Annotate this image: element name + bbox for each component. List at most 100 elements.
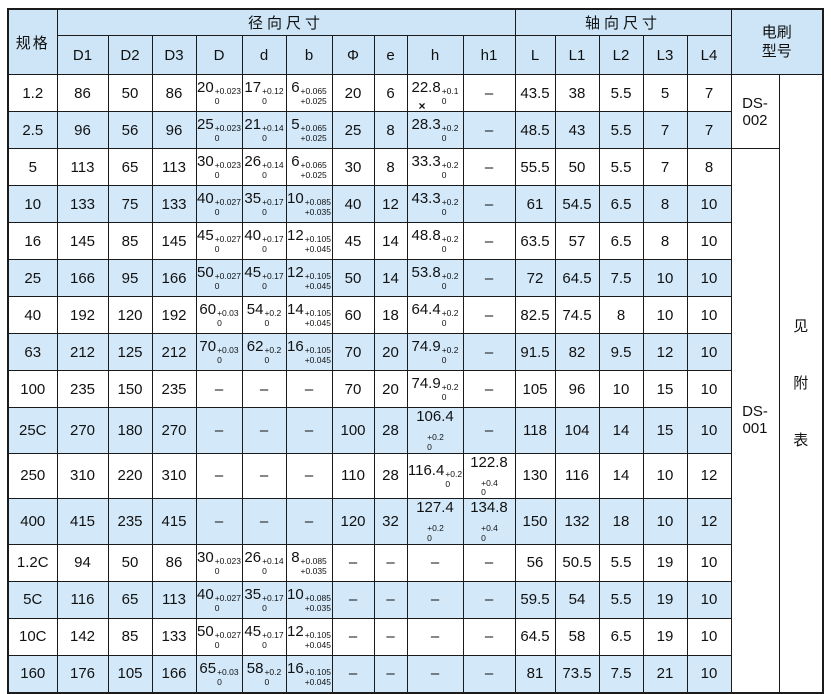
spec-cell: 40	[331, 185, 375, 223]
spec-cell: 30 +0.023 0	[195, 148, 243, 186]
spec-cell: 10	[686, 259, 732, 297]
spec-cell: 54	[554, 580, 600, 619]
spec-cell: –	[406, 580, 464, 619]
tolerance-stack: +0.027 0	[214, 234, 241, 255]
spec-cell: 54 +0.2 0	[241, 296, 287, 334]
tolerance-upper: +0.085	[300, 555, 327, 566]
spec-row-header: 5C	[7, 580, 58, 619]
spec-cell: 26 +0.14 0	[241, 148, 287, 186]
spec-cell: –	[285, 370, 333, 408]
tolerance-upper: +0.027	[214, 592, 241, 603]
group-header-0: 径向尺寸	[56, 8, 516, 36]
tolerance-upper: +0.17	[262, 592, 284, 603]
spec-cell: 53.8 +0.2 0	[406, 259, 464, 297]
table-row: 400 415 235 415– – –120 32 127.4 +0.2 0 134.8 +0.4 0…	[7, 498, 823, 545]
tolerance-stack: +0.027 0	[215, 630, 241, 651]
tolerance-lower: +0.045	[304, 676, 331, 687]
spec-row-header: 250	[7, 452, 58, 500]
spec-cell: 21	[642, 654, 688, 694]
spec-cell: 8	[598, 296, 644, 334]
spec-cell: 20 +0.023 0	[195, 74, 243, 112]
tolerance-lower: 0	[441, 133, 447, 143]
tolerance-stack: +0.105 +0.045	[304, 308, 331, 329]
spec-cell: 25 +0.023 0	[195, 111, 243, 149]
tolerance-stack: +0.023 0	[215, 86, 241, 107]
spec-cell: 105	[514, 370, 556, 408]
tolerance-stack: +0.2 0	[441, 123, 459, 144]
tolerance-lower: +0.035	[304, 207, 331, 217]
spec-cell: 45 +0.17 0	[241, 259, 287, 297]
spec-cell: 38	[554, 74, 600, 112]
dimension-value: 25	[197, 116, 214, 134]
spec-cell: 40 +0.027 0	[195, 580, 243, 619]
dimension-value: 26	[244, 548, 262, 566]
spec-cell: –	[462, 111, 516, 149]
tolerance-stack: +0.105 +0.045	[304, 345, 331, 366]
tolerance-lower: 0	[427, 441, 432, 452]
spec-cell: 10	[686, 580, 732, 619]
spec-cell: 74.5	[554, 296, 600, 334]
spec-cell: –	[406, 654, 464, 694]
spec-cell: –	[241, 407, 287, 454]
spec-cell: 96	[56, 111, 109, 149]
spec-cell: –	[462, 259, 516, 297]
dimension-value: 21	[244, 116, 262, 134]
spec-cell: 10 +0.085 +0.035	[285, 580, 333, 619]
spec-cell: 70 +0.03 0	[195, 333, 243, 371]
tolerance-upper: +0.2	[441, 123, 459, 134]
tolerance-stack: +0.12 0	[262, 86, 284, 107]
tolerance-lower: 0	[264, 355, 270, 365]
col-header-D1: D1	[56, 35, 109, 75]
tolerance-stack: +0.2 0	[442, 234, 459, 255]
tolerance-stack: +0.14 0	[262, 123, 284, 144]
tolerance-lower: +0.045	[304, 639, 331, 650]
tolerance-upper: +0.105	[304, 308, 331, 319]
tolerance-lower: 0	[262, 281, 267, 291]
spec-cell: 20	[373, 333, 408, 371]
spec-cell: 125	[107, 333, 153, 371]
spec-cell: –	[285, 452, 333, 500]
table-row: 25 166 95 166 50 +0.027 0 45 +0.17 0 12 +0.105 +0.04…	[7, 259, 823, 297]
x-mark: ×	[418, 99, 426, 112]
spec-row-header: 1.2C	[7, 543, 58, 582]
tolerance-upper: +0.2	[264, 345, 282, 356]
spec-cell: –	[195, 498, 243, 545]
col-header-L3: L3	[642, 35, 688, 75]
spec-cell: 5.5	[598, 111, 644, 149]
tolerance-upper: +0.105	[304, 345, 331, 356]
table-row: 5 113 65 113 30 +0.023 0 26 +0.14 0 6 +0.065 +0.025 3…	[7, 147, 823, 694]
spec-cell: 8	[642, 222, 688, 260]
spec-row-header: 25C	[7, 407, 58, 454]
tolerance-upper: +0.027	[214, 234, 241, 245]
spec-cell: –	[462, 617, 516, 656]
spec-cell: 15	[642, 407, 688, 454]
spec-cell: 64.5	[554, 259, 600, 297]
tolerance-stack: +0.03 0	[217, 345, 239, 366]
spec-cell: 12	[686, 498, 732, 545]
spec-cell: 18	[598, 498, 644, 545]
table-row: 2.5 96 56 96 25 +0.023 0 21 +0.14 0 5 +0.065 +0.025 2…	[7, 111, 823, 149]
spec-cell: 113	[56, 148, 109, 186]
tolerance-stack: +0.065 +0.025	[301, 86, 327, 107]
tolerance-lower: 0	[217, 676, 222, 687]
spec-cell: –	[462, 148, 516, 186]
dimension-value: 12	[287, 227, 304, 245]
tolerance-lower: 0	[445, 478, 451, 489]
spec-cell: 50	[331, 259, 375, 297]
tolerance-lower: 0	[441, 96, 447, 106]
spec-cell: 10	[642, 296, 688, 334]
spec-cell: 22.8 +0.1 0 ×	[406, 74, 464, 112]
tolerance-lower: 0	[262, 133, 267, 143]
spec-cell: 5 +0.065 +0.025	[285, 111, 333, 149]
spec-cell: 10	[642, 452, 688, 500]
spec-cell: –	[195, 407, 243, 454]
spec-cell: 133	[56, 185, 109, 223]
table-row: 10 133 75 133 40 +0.027 0 35 +0.17 0 10 +0.085 +0.03…	[7, 185, 823, 223]
spec-cell: 122.8 +0.4 0	[462, 452, 516, 500]
spec-cell: 75	[107, 185, 153, 223]
spec-cell: –	[331, 543, 375, 582]
spec-cell: 310	[56, 452, 109, 500]
